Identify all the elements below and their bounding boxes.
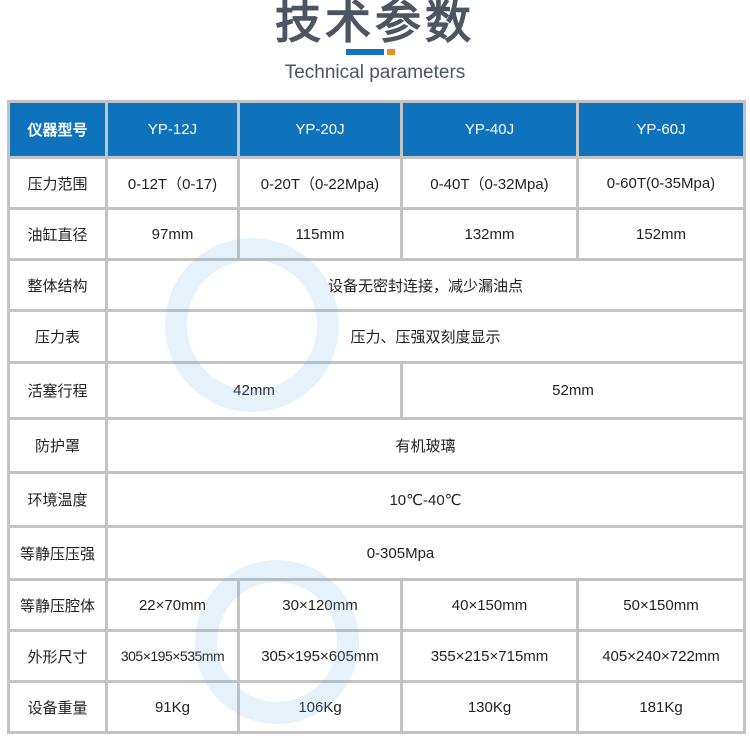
table-row: 压力范围 0-12T（0-17) 0-20T（0-22Mpa) 0-40T（0-… xyxy=(7,156,746,210)
cell: 0-305Mpa xyxy=(105,525,746,581)
cell: 42mm xyxy=(105,361,403,420)
cell: 132mm xyxy=(400,207,579,261)
header-cell: YP-40J xyxy=(400,100,579,159)
row-label: 压力范围 xyxy=(7,156,108,210)
cell: 91Kg xyxy=(105,680,240,734)
cell: 152mm xyxy=(576,207,746,261)
cell: 0-60T(0-35Mpa) xyxy=(576,156,746,210)
table-header-row: 仪器型号 YP-12J YP-20J YP-40J YP-60J xyxy=(7,100,746,159)
cell: 305×195×605mm xyxy=(237,629,403,683)
page-title: 技术参数 xyxy=(275,0,475,48)
table-row: 等静压压强 0-305Mpa xyxy=(7,525,746,581)
cell: 压力、压强双刻度显示 xyxy=(105,309,746,364)
table-row: 外形尺寸 305×195×535mm 305×195×605mm 355×215… xyxy=(7,629,746,683)
cell: 30×120mm xyxy=(237,578,403,632)
spec-table: 仪器型号 YP-12J YP-20J YP-40J YP-60J 压力范围 0-… xyxy=(7,100,746,734)
row-label: 油缸直径 xyxy=(7,207,108,261)
row-label: 整体结构 xyxy=(7,258,108,312)
cell: 130Kg xyxy=(400,680,579,734)
cell: 106Kg xyxy=(237,680,403,734)
cell: 97mm xyxy=(105,207,240,261)
table-row: 防护罩 有机玻璃 xyxy=(7,417,746,474)
cell: 0-40T（0-32Mpa) xyxy=(400,156,579,210)
title-accent-blue xyxy=(346,49,384,55)
header-cell: YP-20J xyxy=(237,100,403,159)
page-subtitle: Technical parameters xyxy=(284,62,466,83)
row-label: 设备重量 xyxy=(7,680,108,734)
cell: 305×195×535mm xyxy=(105,629,240,683)
table-row: 活塞行程 42mm 52mm xyxy=(7,361,746,420)
cell: 50×150mm xyxy=(576,578,746,632)
table-row: 环境温度 10℃-40℃ xyxy=(7,471,746,528)
row-label: 等静压腔体 xyxy=(7,578,108,632)
header-cell: 仪器型号 xyxy=(7,100,108,159)
cell: 有机玻璃 xyxy=(105,417,746,474)
cell: 355×215×715mm xyxy=(400,629,579,683)
cell: 0-12T（0-17) xyxy=(105,156,240,210)
header-cell: YP-12J xyxy=(105,100,240,159)
cell: 52mm xyxy=(400,361,746,420)
title-accent-orange xyxy=(387,49,395,55)
cell: 0-20T（0-22Mpa) xyxy=(237,156,403,210)
cell: 181Kg xyxy=(576,680,746,734)
row-label: 外形尺寸 xyxy=(7,629,108,683)
row-label: 活塞行程 xyxy=(7,361,108,420)
row-label: 等静压压强 xyxy=(7,525,108,581)
header-cell: YP-60J xyxy=(576,100,746,159)
row-label: 环境温度 xyxy=(7,471,108,528)
row-label: 防护罩 xyxy=(7,417,108,474)
cell: 405×240×722mm xyxy=(576,629,746,683)
cell: 设备无密封连接，减少漏油点 xyxy=(105,258,746,312)
table-row: 设备重量 91Kg 106Kg 130Kg 181Kg xyxy=(7,680,746,734)
table-row: 等静压腔体 22×70mm 30×120mm 40×150mm 50×150mm xyxy=(7,578,746,632)
cell: 10℃-40℃ xyxy=(105,471,746,528)
cell: 22×70mm xyxy=(105,578,240,632)
cell: 115mm xyxy=(237,207,403,261)
table-row: 油缸直径 97mm 115mm 132mm 152mm xyxy=(7,207,746,261)
table-row: 压力表 压力、压强双刻度显示 xyxy=(7,309,746,364)
table-row: 整体结构 设备无密封连接，减少漏油点 xyxy=(7,258,746,312)
cell: 40×150mm xyxy=(400,578,579,632)
row-label: 压力表 xyxy=(7,309,108,364)
